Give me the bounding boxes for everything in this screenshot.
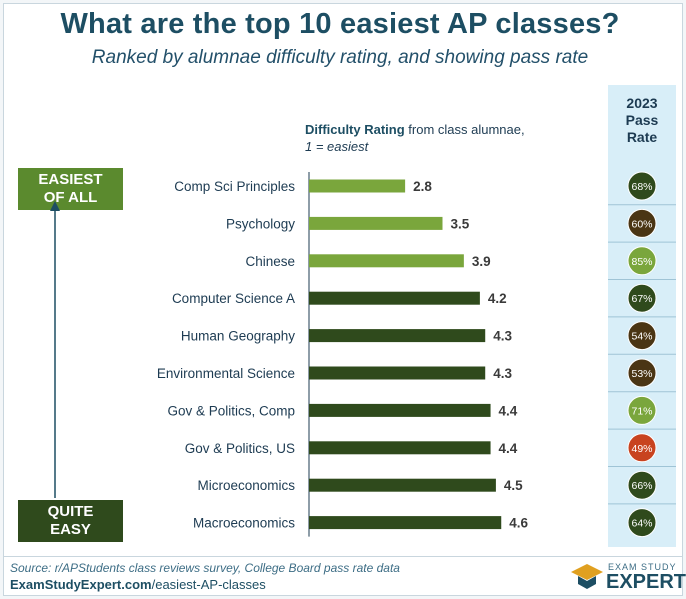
- chart-subtitle: Ranked by alumnae difficulty rating, and…: [91, 47, 589, 68]
- bar-value-label: 4.4: [499, 403, 518, 418]
- category-label: Environmental Science: [157, 366, 295, 381]
- pass-rate-label: 71%: [631, 405, 652, 417]
- pass-rate-column: [608, 85, 676, 547]
- bar: [309, 179, 406, 193]
- bar: [309, 366, 486, 380]
- category-label: Human Geography: [181, 329, 295, 344]
- category-label: Computer Science A: [172, 291, 295, 306]
- pass-rate-label: 68%: [631, 181, 652, 193]
- category-label: Comp Sci Principles: [174, 179, 295, 194]
- bar: [309, 216, 443, 230]
- footer-divider: [3, 556, 683, 557]
- pass-rate-circle: [627, 395, 657, 425]
- pass-rate-header-line-2: Pass: [625, 112, 659, 128]
- pass-rate-label: 64%: [631, 518, 652, 530]
- category-label: Macroeconomics: [193, 516, 295, 531]
- bar-value-label: 4.3: [493, 329, 512, 344]
- logo-top-text: EXAM STUDY: [608, 562, 677, 572]
- graduation-cap-icon: [571, 564, 603, 589]
- chart-title: What are the top 10 easiest AP classes?: [60, 8, 620, 40]
- axis-legend: Difficulty Rating from class alumnae,: [305, 122, 525, 137]
- pass-rate-label: 67%: [631, 293, 652, 305]
- pass-rate-label: 54%: [631, 331, 652, 343]
- brand-logo: EXAM STUDY EXPERT: [570, 560, 686, 594]
- pass-rate-header-line-1: 2023: [626, 95, 658, 111]
- pass-rate-header-line-3: Rate: [626, 129, 658, 145]
- category-label: Gov & Politics, Comp: [167, 403, 295, 418]
- axis-legend-bold: Difficulty Rating: [305, 122, 405, 137]
- category-label: Psychology: [226, 216, 295, 231]
- bar: [309, 516, 502, 530]
- easiest-badge-line-2: OF ALL: [43, 189, 98, 206]
- pass-rate-circle: [627, 358, 657, 388]
- pass-rate-label: 66%: [631, 480, 652, 492]
- bar-value-label: 4.4: [499, 441, 518, 456]
- pass-rate-circle: [627, 283, 657, 313]
- up-arrow-icon: [50, 201, 60, 498]
- category-label: Gov & Politics, US: [185, 441, 295, 456]
- bar-value-label: 3.9: [472, 254, 491, 269]
- quite-easy-badge: QUITE EASY: [18, 500, 123, 542]
- bar-chart: Comp Sci Principles 2.8 68% Psychology 3.5 60…: [157, 171, 676, 538]
- bar: [309, 291, 480, 305]
- category-label: Chinese: [245, 254, 295, 269]
- bar: [309, 403, 491, 417]
- pass-rate-circle: [627, 171, 657, 201]
- bar: [309, 254, 464, 268]
- pass-rate-header: 2023 Pass Rate: [608, 95, 676, 146]
- bar: [309, 441, 491, 455]
- pass-rate-circle: [627, 208, 657, 238]
- bar-value-label: 4.3: [493, 366, 512, 381]
- pass-rate-label: 60%: [631, 218, 652, 230]
- bar-value-label: 4.6: [509, 516, 528, 531]
- pass-rate-circle: [627, 433, 657, 463]
- quite-easy-badge-line-2: EASY: [50, 521, 91, 538]
- site-link[interactable]: ExamStudyExpert.com/easiest-AP-classes: [10, 577, 266, 592]
- site-link-path: /easiest-AP-classes: [151, 577, 266, 592]
- pass-rate-label: 85%: [631, 256, 652, 268]
- bar-value-label: 3.5: [451, 216, 470, 231]
- category-label: Microeconomics: [197, 478, 295, 493]
- pass-rate-circle: [627, 321, 657, 351]
- bar-value-label: 2.8: [413, 179, 432, 194]
- source-note: Source: r/APStudents class reviews surve…: [10, 561, 400, 575]
- easiest-badge: EASIEST OF ALL: [18, 168, 123, 210]
- axis-legend-note: 1 = easiest: [305, 139, 369, 154]
- pass-rate-label: 53%: [631, 368, 652, 380]
- pass-rate-circle: [627, 246, 657, 276]
- bar: [309, 478, 496, 492]
- site-link-domain: ExamStudyExpert.com: [10, 577, 152, 592]
- bar-value-label: 4.5: [504, 478, 523, 493]
- axis-legend-rest: from class alumnae,: [404, 122, 525, 137]
- pass-rate-label: 49%: [631, 443, 652, 455]
- quite-easy-badge-line-1: QUITE: [47, 503, 94, 520]
- pass-rate-circle: [627, 470, 657, 500]
- bar-value-label: 4.2: [488, 291, 507, 306]
- pass-rate-circle: [627, 508, 657, 538]
- easiest-badge-line-1: EASIEST: [38, 171, 103, 188]
- bar: [309, 329, 486, 343]
- logo-main-text: EXPERT: [606, 571, 686, 593]
